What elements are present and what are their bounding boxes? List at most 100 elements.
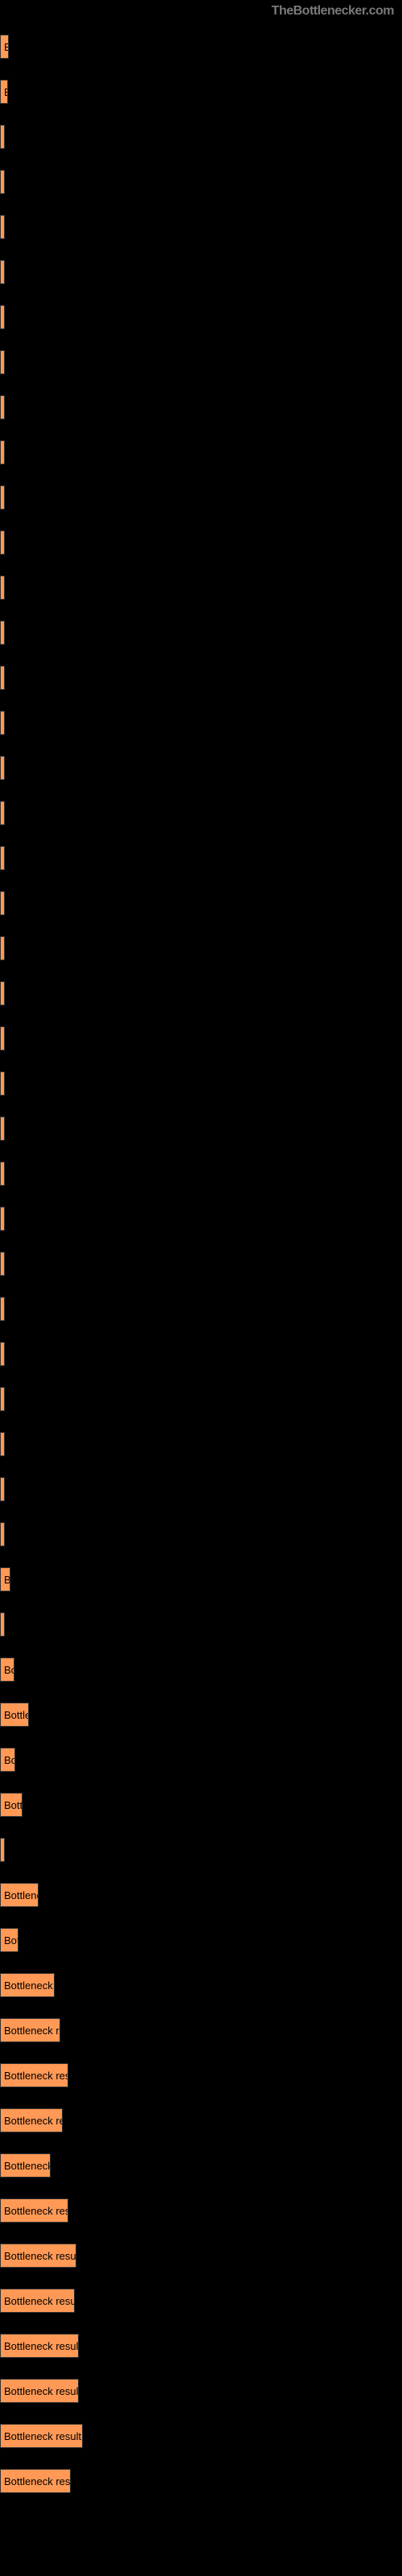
bar: Bottleneck result	[0, 2424, 83, 2448]
bar-row: Bottler	[0, 1692, 402, 1737]
bar-row: Bo	[0, 1737, 402, 1782]
bar-row	[0, 1286, 402, 1331]
bar-track: Bottlene	[0, 1883, 402, 1907]
bar-track: Bottleneck re	[0, 2018, 402, 2042]
bar-row: B	[0, 24, 402, 69]
bar-track	[0, 305, 402, 329]
bar-row	[0, 340, 402, 385]
bar-row: Bottl	[0, 1782, 402, 1827]
bar-track: Bottleneck result	[0, 2244, 402, 2268]
bar-row	[0, 159, 402, 204]
bar-row	[0, 520, 402, 565]
bar-row	[0, 1106, 402, 1151]
bar-track	[0, 1026, 402, 1051]
bar-row: Bottleneck resu	[0, 2458, 402, 2504]
bar-row	[0, 250, 402, 295]
bar	[0, 1252, 5, 1276]
bar-inside-label: Bottlene	[4, 1889, 39, 1901]
bar-row: Bottleneck result	[0, 2368, 402, 2413]
bar-row: Bottleneck resul	[0, 2278, 402, 2323]
bar-track: Bottl	[0, 1793, 402, 1817]
bar-track	[0, 981, 402, 1005]
bar-row	[0, 565, 402, 610]
bar-track: Bottleneck re	[0, 2108, 402, 2132]
bar-track	[0, 1207, 402, 1231]
bar-inside-label: B	[4, 1574, 10, 1586]
bar	[0, 756, 5, 780]
bar-inside-label: B	[4, 41, 9, 53]
bar	[0, 1612, 5, 1637]
bar-track	[0, 1162, 402, 1186]
bar	[0, 1162, 5, 1186]
bar-track: B	[0, 35, 402, 59]
bar	[0, 395, 5, 419]
bar	[0, 621, 5, 645]
bar-track	[0, 846, 402, 870]
bar: B	[0, 35, 9, 59]
bar-track	[0, 891, 402, 915]
bar-row	[0, 791, 402, 836]
bar-track	[0, 711, 402, 735]
bar: Bottleneck r	[0, 1973, 55, 1997]
bar	[0, 530, 5, 555]
bar-row	[0, 1467, 402, 1512]
bar-row	[0, 430, 402, 475]
bar	[0, 801, 5, 825]
bar-inside-label: Bottleneck resu	[4, 2205, 68, 2217]
bar-track	[0, 576, 402, 600]
bar	[0, 485, 5, 510]
bar-row	[0, 1241, 402, 1286]
bar-track	[0, 801, 402, 825]
bar-row	[0, 700, 402, 745]
bar: Bottleneck re	[0, 2108, 63, 2132]
bar-row	[0, 1512, 402, 1557]
bar-row: Bottleneck resu	[0, 2053, 402, 2098]
bar	[0, 1026, 5, 1051]
bar-inside-label: Bottleneck r	[4, 1979, 55, 1992]
bar-track	[0, 621, 402, 645]
bar-row	[0, 1151, 402, 1196]
bar: Bottleneck result	[0, 2244, 76, 2268]
bar: Bottleneck resu	[0, 2469, 71, 2493]
bar-inside-label: Bottleneck resu	[4, 2070, 68, 2082]
bar-row	[0, 1422, 402, 1467]
bar-track	[0, 1342, 402, 1366]
bar-inside-label: Bottler	[4, 1709, 29, 1721]
bar-inside-label: Bo	[4, 1664, 14, 1676]
bar-track: Bottleneck resu	[0, 2198, 402, 2223]
bar	[0, 936, 5, 960]
bar: Bottleneck resu	[0, 2063, 68, 2087]
bar-row	[0, 836, 402, 881]
bar-track	[0, 1477, 402, 1501]
bar	[0, 440, 5, 464]
bar	[0, 170, 5, 194]
bar-track: Bottleneck result	[0, 2379, 402, 2403]
bar-track	[0, 440, 402, 464]
bar-track	[0, 125, 402, 149]
bar	[0, 1342, 5, 1366]
bar-inside-label: Bottleneck re	[4, 2115, 63, 2127]
bar-track: Bottler	[0, 1703, 402, 1727]
bar-track: Bottleneck resu	[0, 2469, 402, 2493]
bar-track	[0, 350, 402, 374]
bar-track	[0, 1117, 402, 1141]
bar-row: Bottleneck result	[0, 2323, 402, 2368]
bar: Bottleneck resul	[0, 2289, 75, 2313]
bar: Bottleneck re	[0, 2018, 60, 2042]
bar	[0, 215, 5, 239]
bar-track	[0, 666, 402, 690]
bar-row: Bot	[0, 1918, 402, 1963]
bar	[0, 350, 5, 374]
bar	[0, 260, 5, 284]
bar-track: Bottleneck result	[0, 2424, 402, 2448]
bar-row	[0, 971, 402, 1016]
bar-inside-label: Bottleneck re	[4, 2025, 60, 2037]
bar-track	[0, 215, 402, 239]
bar-track: Bot	[0, 1928, 402, 1952]
bar	[0, 666, 5, 690]
bar-track	[0, 936, 402, 960]
bar-row	[0, 881, 402, 926]
bar-row: Bo	[0, 1647, 402, 1692]
bar-track	[0, 170, 402, 194]
bar-track: Bottleneck result	[0, 2334, 402, 2358]
